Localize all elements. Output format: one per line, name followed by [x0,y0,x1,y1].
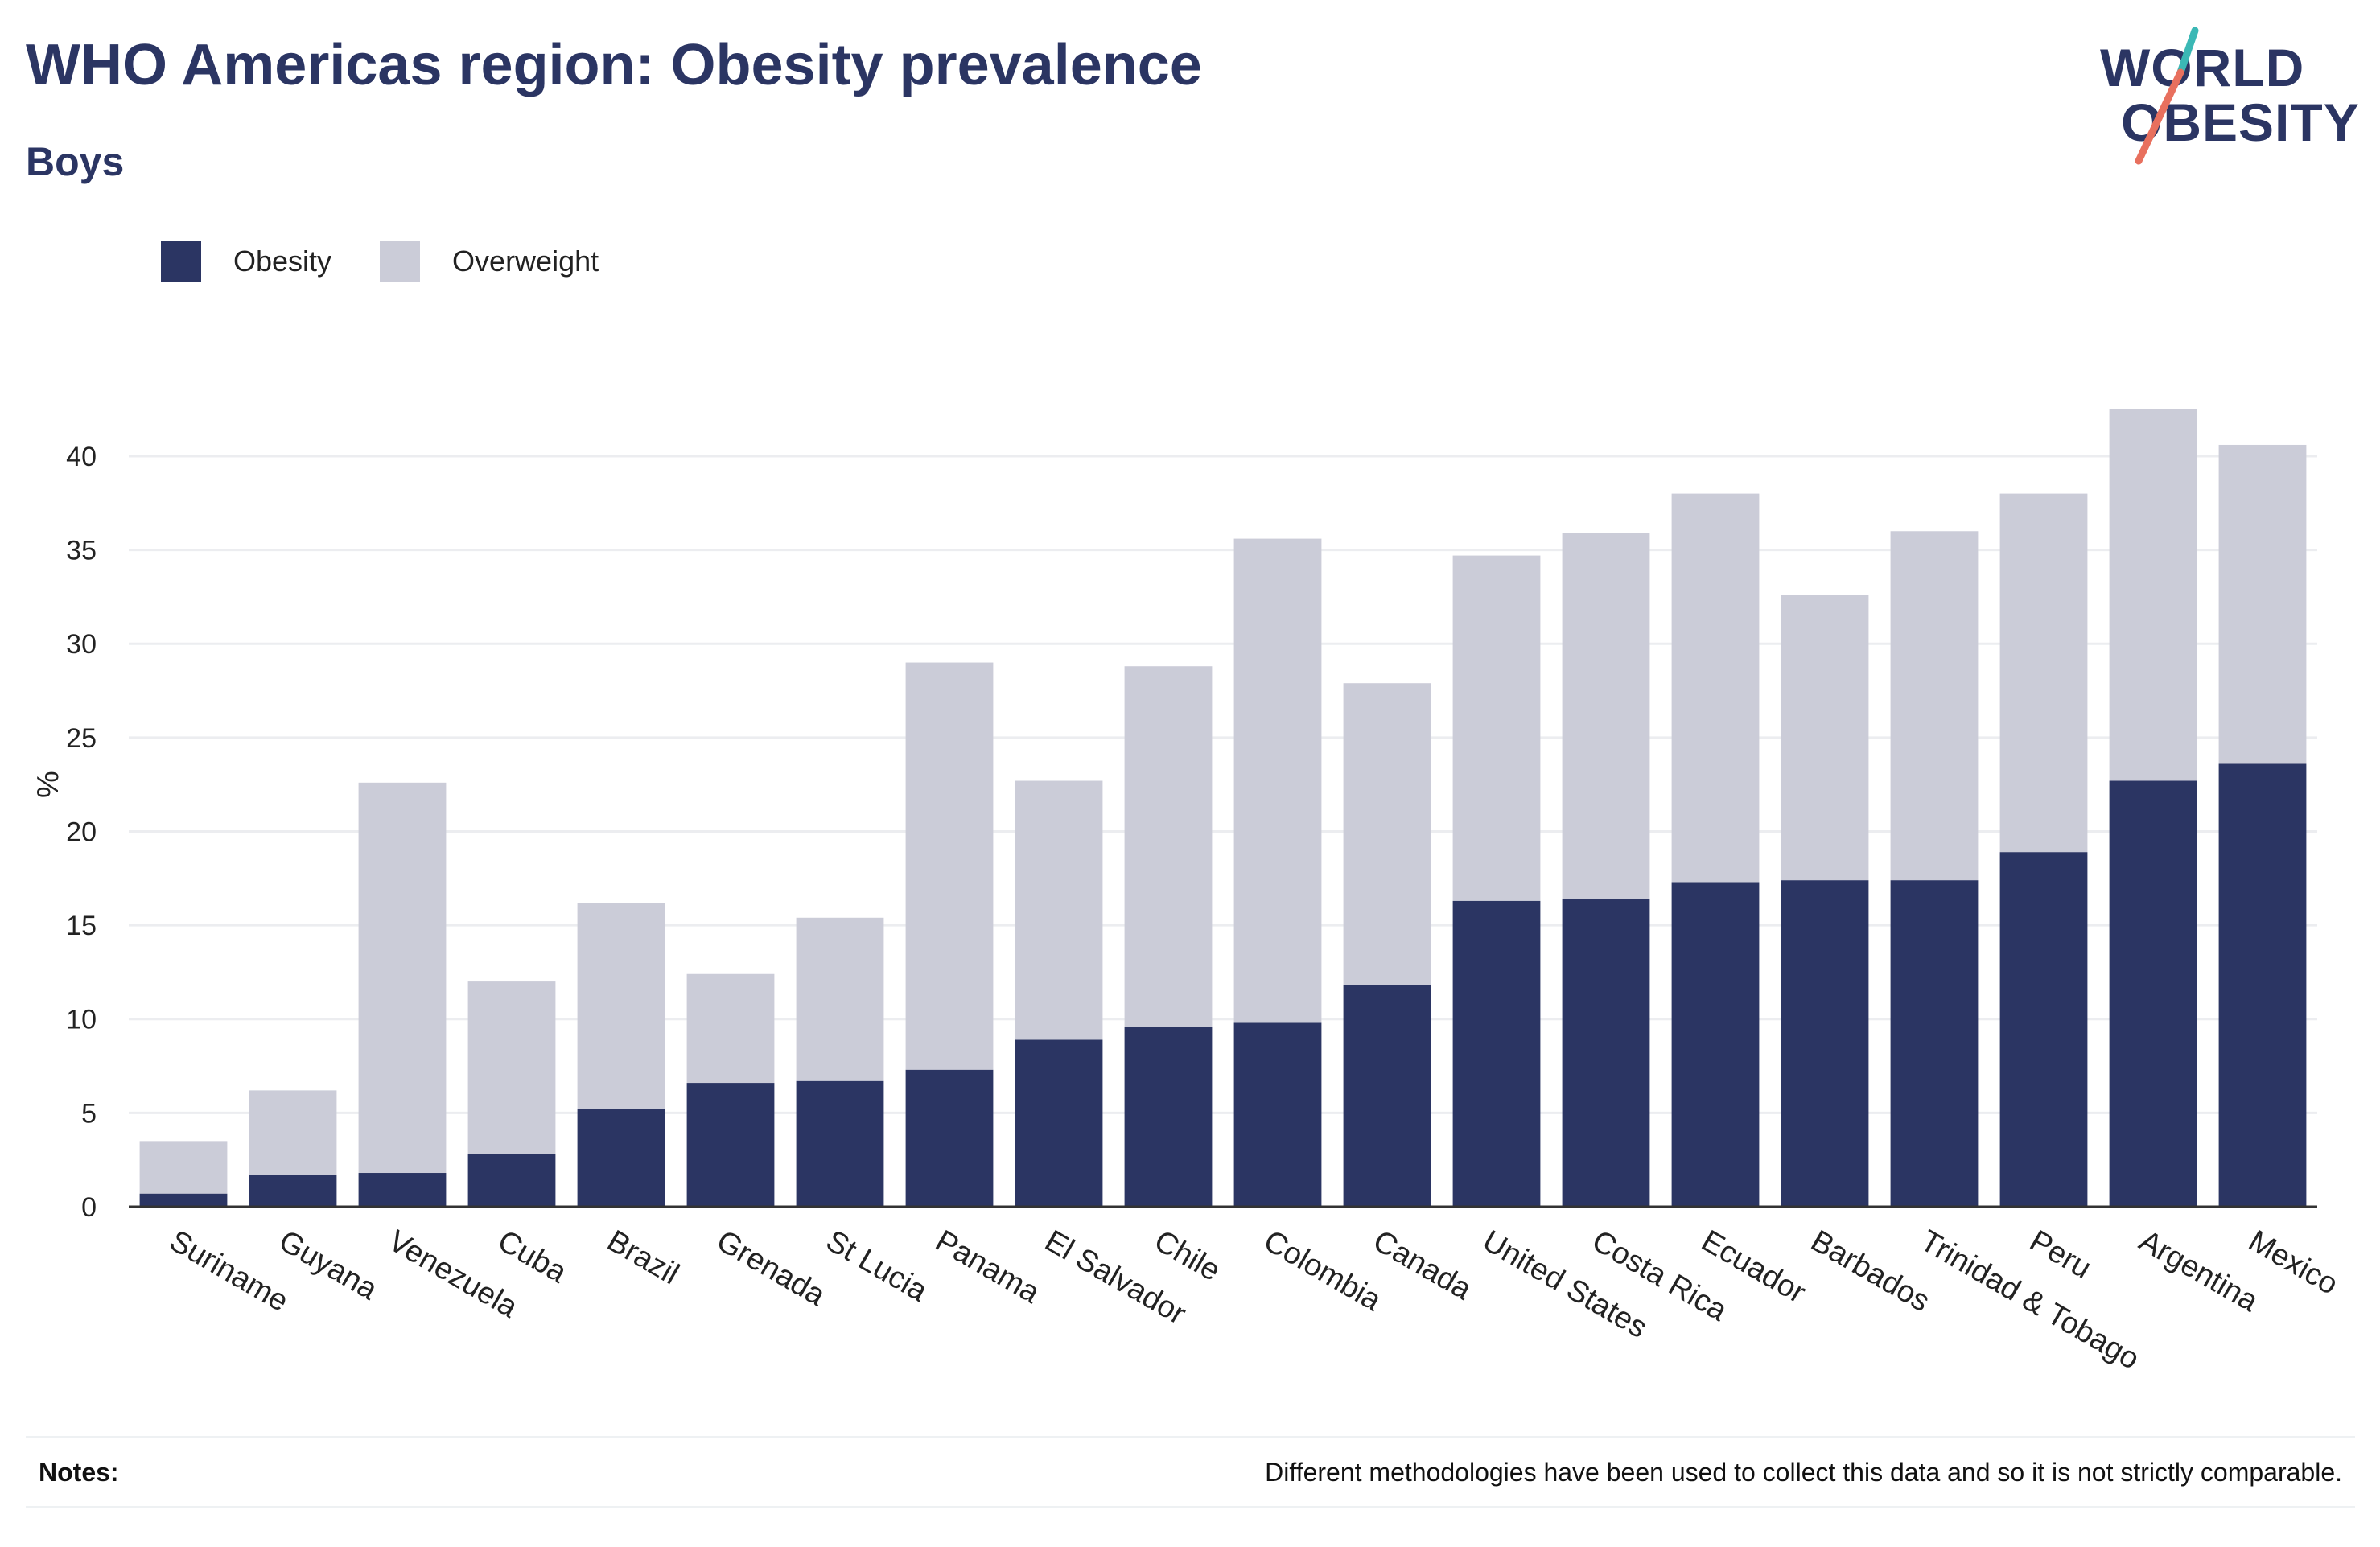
x-tick-label: Suriname [164,1224,294,1319]
y-tick-label: 10 [66,1005,97,1035]
x-tick-label: Grenada [711,1224,832,1313]
bar-obesity [1015,1039,1103,1207]
x-tick-label: Colombia [1258,1224,1388,1318]
y-tick-label: 15 [66,911,97,941]
y-tick-label: 20 [66,817,97,847]
y-axis-title: % [31,771,65,798]
x-tick-label: Peru [2024,1224,2098,1286]
bar-obesity [1343,985,1431,1207]
legend-item-overweight: Overweight [380,241,599,282]
bar-overweight [686,973,775,1084]
bar-overweight [1781,595,1869,881]
bar-obesity [1562,899,1650,1207]
bar-obesity [796,1080,884,1207]
y-tick-label: 5 [81,1098,97,1129]
bar-obesity [1124,1027,1213,1207]
bar-overweight [1452,555,1541,901]
notes-label: Notes: [39,1458,119,1487]
chart-title: WHO Americas region: Obesity prevalence [26,33,1202,97]
x-tick-label: Chile [1149,1224,1226,1288]
x-tick-label: St Lucia [821,1224,934,1308]
bar-obesity [577,1109,665,1207]
bar-overweight [1999,493,2088,853]
y-tick-label: 40 [66,442,97,472]
x-tick-label: Canada [1368,1224,1478,1306]
bar-obesity [686,1083,775,1207]
bar-overweight [467,981,556,1154]
bar-obesity [2218,763,2307,1207]
bar-overweight [1671,493,1760,883]
bar-overweight [1343,683,1431,985]
bar-overweight [1124,666,1213,1027]
bar-overweight [139,1141,228,1194]
notes-bar: Notes: Different methodologies have been… [26,1436,2355,1508]
bar-overweight [358,782,447,1174]
bar-obesity [905,1069,994,1207]
y-tick-label: 30 [66,629,97,660]
y-tick-label: 35 [66,536,97,566]
bar-overweight [796,917,884,1081]
bar-obesity [1781,880,1869,1207]
bar-overweight [1233,538,1322,1023]
x-tick-label: Brazil [602,1224,685,1291]
legend-label-overweight: Overweight [452,245,599,278]
bar-overweight [2109,409,2197,781]
bar-overweight [2218,444,2307,764]
logo-slash-icon [2135,27,2199,165]
legend-swatch-obesity [161,241,201,282]
bar-obesity [2109,780,2197,1207]
y-tick-label: 0 [81,1192,97,1223]
bar-obesity [358,1173,447,1207]
bar-obesity [467,1154,556,1207]
x-tick-label: Barbados [1806,1224,1936,1319]
bar-obesity [139,1193,228,1207]
bar-overweight [249,1090,337,1175]
bar-overweight [577,903,665,1109]
notes-text: Different methodologies have been used t… [1265,1458,2342,1487]
legend-label-obesity: Obesity [233,245,332,278]
y-tick-label: 25 [66,723,97,754]
bar-overweight [905,662,994,1070]
legend-swatch-overweight [380,241,421,282]
x-tick-label: Argentina [2134,1224,2265,1319]
chart-legend: Obesity Overweight [161,237,647,286]
bar-obesity [249,1175,337,1207]
bar-overweight [1015,780,1103,1040]
bar-obesity [1671,882,1760,1207]
bar-obesity [1999,852,2088,1207]
x-tick-label: Cuba [492,1224,573,1290]
legend-item-obesity: Obesity [161,241,331,282]
chart-subtitle: Boys [26,139,125,184]
bar-overweight [1562,533,1650,899]
bar-overweight [1890,531,1979,881]
bar-obesity [1890,880,1979,1207]
x-tick-label: Panama [930,1224,1046,1310]
bar-obesity [1233,1022,1322,1207]
logo-line-1: WORLD [2100,38,2305,97]
world-obesity-logo: WORLD OBESITY [2100,24,2366,169]
bar-obesity [1452,900,1541,1207]
